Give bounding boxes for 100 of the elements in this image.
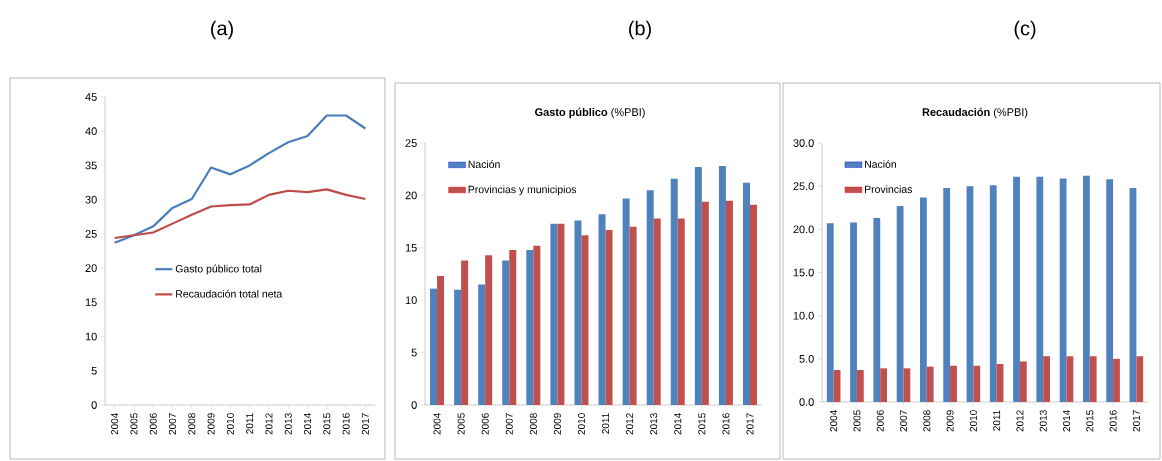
x-tick-label: 2012 xyxy=(265,413,273,435)
bar xyxy=(598,214,606,405)
bar xyxy=(557,223,565,405)
y-tick-label: 20.0 xyxy=(793,225,814,234)
bar xyxy=(896,206,904,402)
x-tick-label: 2004 xyxy=(111,413,119,435)
bar xyxy=(973,365,981,402)
bar xyxy=(454,289,462,405)
bar xyxy=(1089,356,1097,402)
x-tick-label: 2010 xyxy=(969,410,977,432)
chart-subtitle: Recaudación (%PBI) xyxy=(922,107,1028,119)
x-tick-label: 2004 xyxy=(433,413,441,435)
bar xyxy=(670,178,678,405)
bar xyxy=(749,204,757,405)
bar xyxy=(856,370,864,402)
x-tick-label: 2007 xyxy=(899,410,908,432)
x-tick-label: 2008 xyxy=(529,413,537,435)
x-tick-label: 2012 xyxy=(1016,410,1024,432)
y-tick-label: 0.0 xyxy=(799,398,814,406)
x-tick-label: 2017 xyxy=(1132,410,1140,432)
y-tick-label: 15.0 xyxy=(793,268,814,277)
bar xyxy=(478,284,486,405)
y-tick-label: 30 xyxy=(85,195,97,204)
x-tick-label: 2013 xyxy=(1039,410,1047,432)
bar xyxy=(1019,361,1027,402)
y-tick-label: 10 xyxy=(85,332,97,341)
x-tick-label: 2008 xyxy=(188,413,196,435)
x-tick-label: 2015 xyxy=(1086,410,1094,432)
bar xyxy=(1036,176,1044,402)
x-tick-label: 2012 xyxy=(626,413,634,435)
bar xyxy=(550,223,558,405)
x-tick-label: 2009 xyxy=(946,410,954,432)
bar xyxy=(1083,175,1090,402)
bar xyxy=(653,218,661,405)
x-tick-label: 2005 xyxy=(457,413,465,435)
chart-title: (a) xyxy=(211,20,233,40)
legend-label: Provincias y municipios xyxy=(468,185,577,196)
bar xyxy=(742,182,750,405)
x-tick-label: 2013 xyxy=(650,413,658,435)
bar xyxy=(718,166,726,405)
x-tick-label: 2008 xyxy=(923,410,931,432)
y-tick-label: 25 xyxy=(85,230,97,238)
x-tick-label: 2015 xyxy=(698,413,706,435)
x-tick-label: 2011 xyxy=(993,410,1001,431)
bar xyxy=(850,222,857,402)
y-tick-label: 25.0 xyxy=(793,182,814,191)
bar xyxy=(526,249,534,405)
bar xyxy=(943,187,951,402)
bar xyxy=(581,235,589,405)
bar xyxy=(646,190,654,405)
x-tick-label: 2016 xyxy=(342,413,350,435)
y-tick-label: 45 xyxy=(85,93,97,101)
line-series xyxy=(113,114,367,244)
x-tick-label: 2007 xyxy=(168,413,177,435)
y-tick-label: 20 xyxy=(405,191,417,200)
y-tick-label: 5.0 xyxy=(799,354,814,363)
bar xyxy=(485,255,493,405)
bar xyxy=(701,201,709,405)
x-tick-label: 2014 xyxy=(1062,410,1071,432)
x-tick-label: 2006 xyxy=(876,410,884,432)
bar xyxy=(926,366,934,402)
bar xyxy=(725,200,733,405)
y-tick-label: 10.0 xyxy=(793,311,814,320)
y-tick-label: 15 xyxy=(85,298,97,307)
x-tick-label: 2015 xyxy=(323,413,331,435)
x-tick-label: 2017 xyxy=(361,413,369,435)
x-tick-label: 2014 xyxy=(674,413,682,435)
x-tick-label: 2016 xyxy=(1109,410,1117,432)
x-tick-label: 2017 xyxy=(746,413,754,435)
y-tick-label: 10 xyxy=(405,296,417,305)
y-tick-label: 0 xyxy=(91,401,97,409)
y-tick-label: 20 xyxy=(85,264,97,272)
x-tick-label: 2006 xyxy=(481,413,489,435)
legend-label: Provincias xyxy=(865,185,913,194)
y-tick-label: 15 xyxy=(405,243,417,252)
legend-label: Nación xyxy=(865,160,897,168)
x-tick-label: 2016 xyxy=(722,413,730,435)
bar xyxy=(437,276,445,405)
bar xyxy=(677,218,685,405)
y-tick-label: 35 xyxy=(85,161,97,170)
x-tick-label: 2009 xyxy=(207,413,215,435)
x-tick-label: 2011 xyxy=(602,413,610,434)
bar xyxy=(1013,176,1020,402)
bar xyxy=(605,229,613,405)
legend-label: Recaudación total neta xyxy=(176,289,283,298)
x-tick-label: 2005 xyxy=(853,410,861,432)
bar xyxy=(430,288,438,405)
bar xyxy=(574,220,582,405)
bar xyxy=(873,218,881,402)
bar xyxy=(533,245,541,405)
bar xyxy=(920,197,927,402)
y-tick-label: 5 xyxy=(411,348,417,357)
bar xyxy=(1136,356,1144,402)
bar xyxy=(1106,179,1114,402)
bar xyxy=(629,226,637,405)
x-tick-label: 2006 xyxy=(149,413,157,435)
chart-title: (b) xyxy=(629,20,651,40)
y-tick-label: 0 xyxy=(411,401,417,409)
bar xyxy=(694,167,702,405)
bar xyxy=(989,185,997,402)
